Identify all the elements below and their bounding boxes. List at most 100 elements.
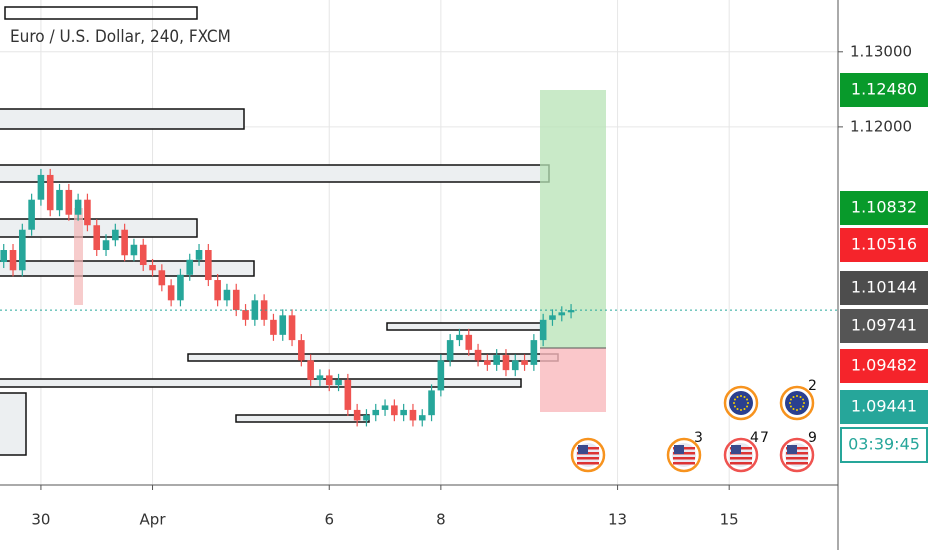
price-badge-label: 1.12480 — [851, 80, 917, 99]
price-badge — [840, 349, 928, 383]
candle-body — [567, 310, 575, 313]
flag-canton — [674, 445, 684, 454]
flag-star — [799, 408, 802, 411]
candle-body — [177, 274, 184, 301]
candle-body — [456, 334, 463, 341]
zone — [0, 392, 27, 456]
chart-title: Euro / U.S. Dollar, 240, FXCM — [10, 27, 231, 47]
flag-star — [789, 402, 791, 404]
candle-body — [139, 244, 147, 266]
candle-body — [325, 375, 333, 386]
flag-star — [746, 398, 749, 401]
price-badge — [840, 228, 928, 262]
flag-canton — [578, 445, 588, 454]
price-badge — [840, 73, 928, 107]
candle-body — [446, 340, 454, 361]
y-axis: 1.13000 1.12000 1.12480 1.10832 1.10516 1.101… — [838, 42, 928, 463]
flag-star — [792, 395, 795, 398]
flag-stripe — [786, 462, 808, 465]
candle-body — [0, 250, 8, 263]
flag — [785, 391, 809, 415]
x-tick-label: Apr — [140, 511, 167, 529]
zone — [187, 353, 559, 362]
profit-zone — [540, 90, 606, 348]
event-ring — [723, 385, 759, 421]
candle-body — [112, 229, 119, 241]
flag-canton — [787, 445, 797, 454]
event-count: 7 — [760, 430, 769, 446]
y-tick-label: 1.12000 — [850, 117, 912, 135]
candle-body — [298, 340, 305, 361]
candle-body — [530, 340, 538, 365]
flag-star — [743, 395, 746, 398]
price-badge — [840, 271, 928, 305]
zone — [0, 260, 255, 277]
flag — [729, 391, 753, 415]
event-count: 3 — [694, 430, 703, 446]
flag-star — [802, 405, 805, 408]
flag-stripe — [577, 457, 599, 460]
flag-star — [740, 409, 742, 411]
flag-stripe — [577, 462, 599, 465]
flag-star — [733, 402, 735, 404]
flag-star — [789, 398, 792, 401]
candle-body — [549, 315, 556, 320]
event-ring — [779, 385, 815, 421]
candle-body — [511, 360, 519, 371]
event-count: 9 — [808, 430, 817, 446]
candle-body — [465, 334, 473, 350]
countdown: 03:39:45 — [848, 435, 920, 454]
candle-body — [251, 300, 259, 320]
candle-body — [418, 415, 426, 421]
flag-star — [733, 405, 736, 408]
flag-star — [736, 395, 739, 398]
loss-zone — [540, 348, 606, 412]
flag-star — [789, 405, 792, 408]
candle-body — [205, 250, 212, 281]
events: 3 4 7 9 2 — [570, 378, 817, 473]
candle-body — [484, 360, 491, 365]
flag-star — [736, 408, 739, 411]
candle-body — [9, 250, 17, 271]
zone — [0, 164, 550, 183]
candle-body — [158, 270, 166, 286]
candle-body — [28, 199, 35, 230]
x-tick-label: 13 — [608, 511, 627, 529]
price-badge-label: 1.09741 — [851, 316, 917, 335]
candle-body — [279, 315, 287, 335]
candles — [0, 168, 838, 427]
x-tick-label: 6 — [324, 511, 334, 529]
candle-body — [307, 360, 314, 380]
candle-body — [46, 174, 54, 211]
candle-body — [223, 289, 231, 301]
flag-stripe — [730, 457, 752, 460]
candle-body — [539, 319, 547, 341]
candle-body — [502, 355, 510, 371]
candle-body — [232, 289, 240, 311]
price-badge — [840, 191, 928, 225]
candle-body — [363, 415, 370, 421]
zone — [4, 6, 198, 20]
zone — [0, 108, 245, 130]
candle-body — [428, 390, 435, 416]
price-badge-label: 1.10144 — [851, 278, 917, 297]
candle-body — [521, 360, 528, 365]
zone — [0, 378, 522, 388]
candle-body — [56, 189, 63, 211]
candle-body — [37, 174, 45, 200]
flag-star — [796, 409, 798, 411]
candle-body — [195, 250, 203, 260]
flag-canton — [731, 445, 741, 454]
price-badge-label: 1.10516 — [851, 235, 917, 254]
flag-star — [747, 402, 749, 404]
price-badge-label: 1.09482 — [851, 356, 917, 375]
flag-stripe — [673, 462, 695, 465]
event-ring — [666, 437, 702, 473]
flag-star — [743, 408, 746, 411]
candle-body — [391, 405, 398, 416]
candle-body — [409, 409, 417, 421]
zone — [235, 414, 370, 423]
x-tick-label: 8 — [436, 511, 446, 529]
candle-body — [19, 229, 26, 271]
